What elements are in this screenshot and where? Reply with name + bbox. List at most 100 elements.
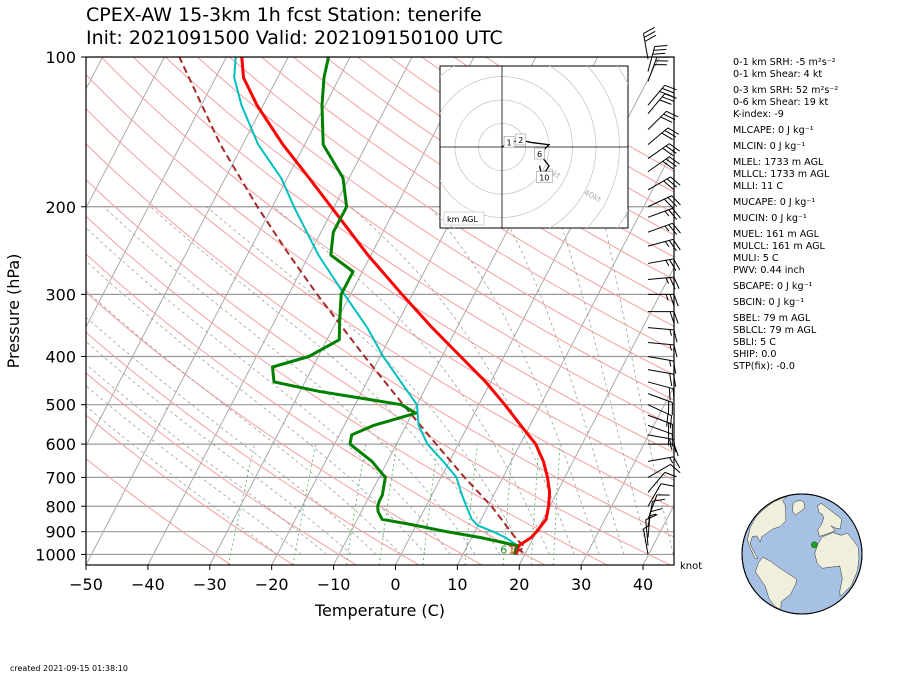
skewt-chart: 611 20kt40kt60kt80kt12610km AGL 10020030…	[4, 26, 702, 620]
y-tick-label: 700	[45, 468, 76, 487]
index-line: SBCIN: 0 J kg⁻¹	[733, 296, 805, 308]
barb-feather	[673, 258, 681, 271]
x-tick-label: −30	[193, 575, 227, 594]
barb-shaft	[647, 176, 671, 191]
barb-shaft	[647, 127, 669, 145]
hodograph-legend-box	[443, 211, 485, 226]
index-line: MLLI: 11 C	[733, 180, 784, 192]
barb-feather	[672, 222, 681, 234]
moist-adiabat	[86, 405, 278, 555]
barb-feather	[664, 210, 670, 217]
station-marker	[811, 541, 818, 549]
x-tick-label: −10	[317, 575, 351, 594]
moist-adiabat	[273, 206, 550, 555]
index-line: SBCAPE: 0 J kg⁻¹	[733, 280, 813, 292]
wind-barb	[647, 393, 673, 416]
barb-shaft	[647, 381, 674, 390]
hodograph-height-label: 1	[507, 138, 512, 147]
barb-feather	[668, 209, 678, 220]
globe-outline	[741, 493, 863, 615]
barb-shaft	[647, 143, 670, 159]
mixing-ratio-line	[345, 444, 367, 565]
moist-adiabat	[554, 206, 649, 555]
dry-adiabat	[292, 57, 674, 304]
barb-shaft	[647, 156, 670, 173]
barb-feather	[652, 52, 666, 55]
surface-label-temperature: 1	[508, 543, 515, 556]
hodograph-inset: 20kt40kt60kt80kt12610km AGL	[439, 65, 629, 229]
wind-barb	[647, 463, 681, 478]
barb-feather	[664, 84, 677, 91]
barb-feather	[673, 329, 678, 343]
barb-shaft	[647, 46, 656, 72]
barb-feather	[666, 413, 669, 427]
moist-adiabat	[86, 385, 303, 555]
barb-shaft	[647, 456, 674, 462]
barb-feather	[659, 99, 672, 105]
wind-barb	[647, 356, 677, 374]
barb-shaft	[647, 93, 666, 115]
barb-shaft	[642, 33, 649, 60]
barb-feather	[673, 456, 681, 469]
isotherm	[86, 57, 351, 565]
barb-feather	[669, 373, 673, 387]
barb-feather	[653, 48, 667, 51]
barb-feather	[672, 388, 675, 402]
index-line: 0-1 km SRH: -5 m²s⁻²	[733, 57, 836, 68]
index-line: SHIP: 0.0	[733, 348, 777, 360]
barb-feather	[669, 156, 680, 165]
dry-adiabat	[86, 291, 484, 565]
barb-shaft	[647, 195, 672, 208]
isotherm	[86, 57, 289, 448]
barb-feather	[665, 158, 677, 167]
temperature-profile	[240, 57, 552, 555]
isotherm	[86, 57, 166, 209]
surface-label-dewpoint: 6	[500, 543, 507, 556]
barb-feather	[672, 208, 681, 219]
dry-adiabat	[86, 178, 672, 565]
barb-feather	[669, 415, 673, 429]
wind-barb	[647, 84, 677, 106]
barb-feather	[669, 344, 672, 351]
barb-shaft	[647, 434, 674, 440]
barb-feather	[673, 439, 677, 453]
wind-barb	[647, 195, 681, 209]
x-tick-label: −20	[255, 575, 289, 594]
globe-land	[814, 532, 860, 598]
index-line: SBEL: 79 m AGL	[733, 312, 811, 324]
station-locator-globe	[741, 493, 863, 615]
wind-barb	[648, 293, 679, 307]
index-line: 0-1 km Shear: 4 kt	[733, 68, 823, 80]
barb-feather	[666, 110, 679, 118]
hodograph-height-box	[503, 136, 515, 148]
wind-barb	[647, 110, 679, 131]
barb-shaft	[647, 276, 674, 280]
wind-barbs	[642, 26, 681, 555]
barb-feather	[661, 87, 675, 94]
x-tick-label: 40	[633, 575, 653, 594]
x-axis-label: Temperature (C)	[314, 601, 445, 620]
dry-adiabat	[196, 57, 674, 376]
barb-shaft	[647, 84, 666, 106]
index-line: MLLCL: 1733 m AGL	[733, 168, 830, 180]
barb-feather	[665, 260, 670, 267]
barb-feather	[664, 471, 677, 478]
barb-feather	[669, 443, 673, 451]
dry-adiabat	[86, 331, 421, 565]
wetbulb-profile	[233, 57, 519, 555]
dry-adiabat	[260, 57, 674, 327]
dry-adiabat	[100, 57, 674, 454]
index-line: MLCAPE: 0 J kg⁻¹	[733, 124, 814, 136]
barb-feather	[665, 277, 670, 284]
dry-adiabat	[324, 57, 674, 281]
barb-feather	[660, 116, 673, 123]
dry-adiabat	[86, 372, 358, 565]
wind-barb	[648, 311, 679, 324]
barb-feather	[667, 127, 680, 135]
barb-feather	[661, 132, 673, 140]
hodograph-legend: km AGL	[447, 215, 479, 224]
isotherm	[580, 385, 674, 565]
mixing-ratio-line	[422, 444, 439, 565]
wind-barb	[647, 404, 673, 429]
moist-adiabat	[600, 206, 674, 555]
